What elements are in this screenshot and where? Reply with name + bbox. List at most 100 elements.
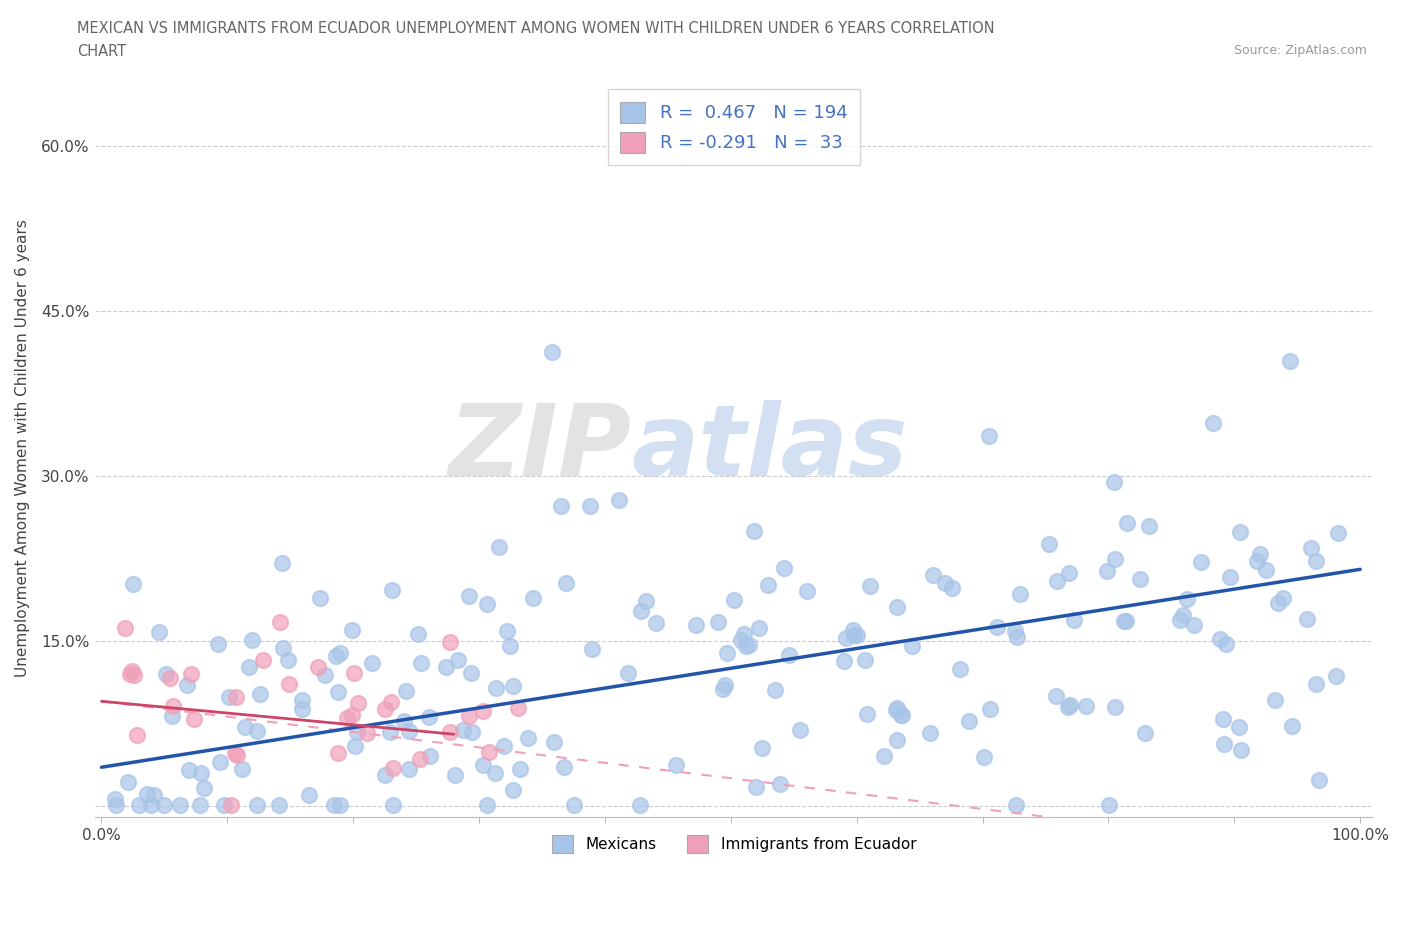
Point: [628, 797, 651, 812]
Point: [1281, 719, 1303, 734]
Point: [439, 724, 461, 739]
Point: [1133, 725, 1156, 740]
Legend: Mexicans, Immigrants from Ecuador: Mexicans, Immigrants from Ecuador: [544, 828, 924, 860]
Point: [763, 683, 786, 698]
Point: [343, 666, 366, 681]
Point: [842, 628, 865, 643]
Point: [748, 621, 770, 636]
Point: [1213, 737, 1236, 752]
Point: [578, 499, 600, 514]
Point: [336, 711, 359, 725]
Point: [269, 615, 291, 630]
Point: [212, 797, 235, 812]
Text: MEXICAN VS IMMIGRANTS FROM ECUADOR UNEMPLOYMENT AMONG WOMEN WITH CHILDREN UNDER : MEXICAN VS IMMIGRANTS FROM ECUADOR UNEMP…: [77, 21, 995, 36]
Point: [128, 797, 150, 812]
Point: [884, 703, 907, 718]
Point: [1097, 564, 1119, 578]
Point: [1326, 525, 1348, 540]
Point: [444, 767, 467, 782]
Text: Source: ZipAtlas.com: Source: ZipAtlas.com: [1233, 44, 1367, 57]
Point: [246, 724, 269, 738]
Point: [392, 713, 415, 728]
Point: [1045, 689, 1067, 704]
Point: [723, 593, 745, 608]
Point: [769, 777, 792, 791]
Point: [745, 779, 768, 794]
Point: [730, 632, 752, 647]
Point: [153, 797, 176, 812]
Point: [374, 701, 396, 716]
Point: [231, 762, 253, 777]
Point: [1116, 515, 1139, 530]
Point: [356, 725, 378, 740]
Point: [550, 499, 572, 514]
Point: [734, 639, 756, 654]
Point: [742, 524, 765, 538]
Point: [278, 677, 301, 692]
Point: [492, 738, 515, 753]
Point: [117, 774, 139, 789]
Point: [291, 693, 314, 708]
Point: [340, 623, 363, 638]
Point: [122, 668, 145, 683]
Point: [471, 758, 494, 773]
Point: [1046, 574, 1069, 589]
Point: [273, 641, 295, 656]
Point: [269, 797, 291, 812]
Point: [207, 637, 229, 652]
Point: [630, 604, 652, 618]
Point: [581, 641, 603, 656]
Point: [209, 754, 232, 769]
Point: [114, 620, 136, 635]
Point: [1271, 591, 1294, 605]
Point: [488, 540, 510, 555]
Point: [1038, 537, 1060, 551]
Point: [408, 751, 430, 766]
Point: [1129, 572, 1152, 587]
Point: [1004, 624, 1026, 639]
Point: [381, 797, 404, 812]
Point: [564, 797, 586, 812]
Point: [314, 668, 336, 683]
Point: [1215, 637, 1237, 652]
Point: [127, 728, 149, 743]
Point: [122, 577, 145, 591]
Point: [162, 698, 184, 713]
Point: [1267, 596, 1289, 611]
Point: [478, 744, 501, 759]
Point: [328, 746, 350, 761]
Point: [378, 724, 401, 739]
Point: [344, 738, 367, 753]
Point: [941, 580, 963, 595]
Point: [240, 632, 263, 647]
Point: [737, 637, 759, 652]
Point: [922, 567, 945, 582]
Point: [180, 667, 202, 682]
Point: [541, 345, 564, 360]
Point: [1249, 547, 1271, 562]
Point: [1104, 699, 1126, 714]
Point: [1112, 613, 1135, 628]
Point: [957, 714, 980, 729]
Point: [1202, 416, 1225, 431]
Point: [900, 639, 922, 654]
Point: [398, 762, 420, 777]
Point: [1279, 354, 1302, 369]
Point: [277, 653, 299, 668]
Point: [326, 684, 349, 699]
Point: [176, 677, 198, 692]
Point: [346, 696, 368, 711]
Text: atlas: atlas: [631, 400, 908, 497]
Point: [1098, 797, 1121, 812]
Point: [105, 797, 128, 812]
Point: [298, 788, 321, 803]
Point: [873, 748, 896, 763]
Point: [249, 686, 271, 701]
Point: [193, 780, 215, 795]
Point: [309, 591, 332, 605]
Point: [1057, 565, 1080, 580]
Point: [645, 615, 668, 630]
Point: [859, 578, 882, 593]
Point: [246, 797, 269, 812]
Point: [1168, 613, 1191, 628]
